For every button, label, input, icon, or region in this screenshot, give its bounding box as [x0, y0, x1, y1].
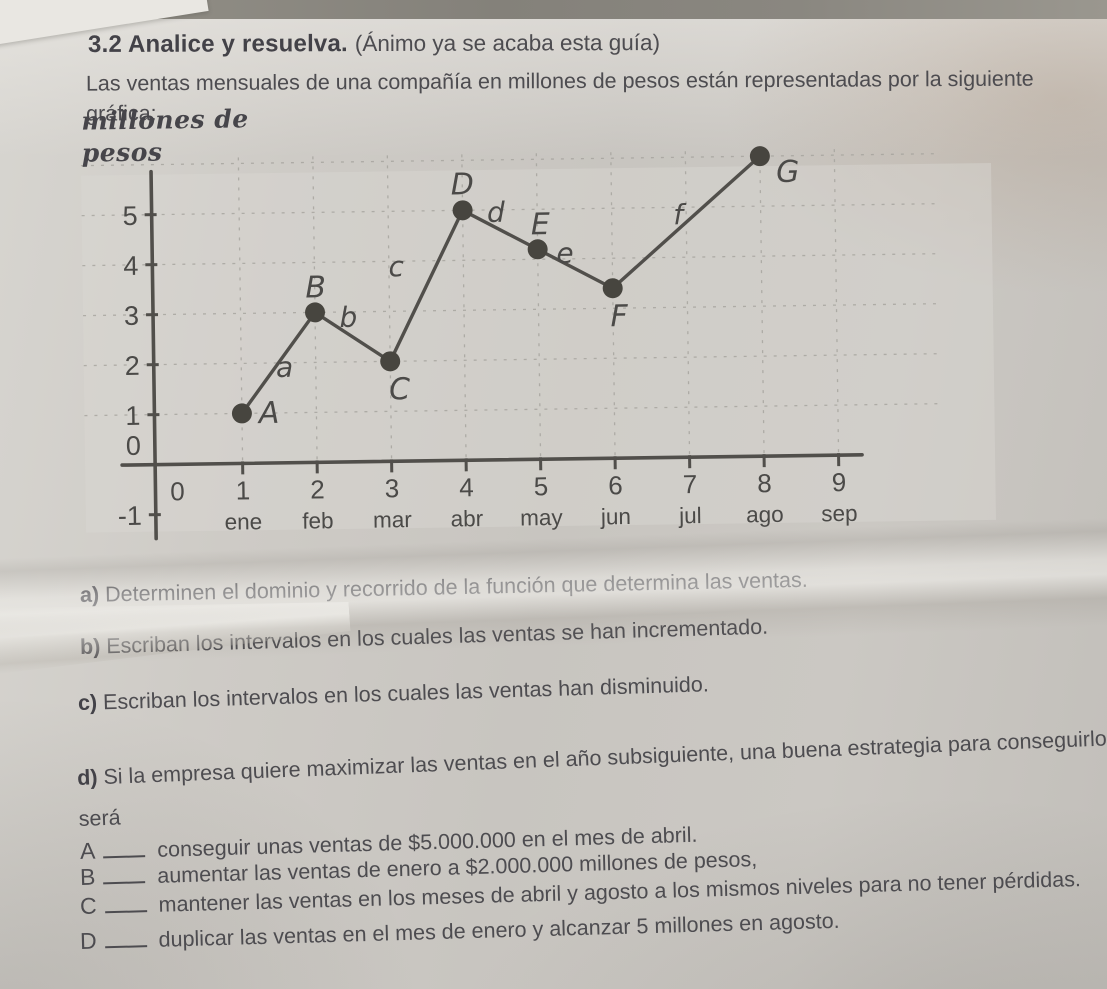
h-gridline — [81, 203, 937, 217]
h-gridline — [80, 153, 936, 167]
option-d-text: duplicar las ventas en el mes de enero y… — [158, 908, 840, 952]
point-label: E — [531, 207, 550, 242]
v-gridline — [237, 157, 244, 464]
x-tick-label: 6 — [608, 470, 623, 500]
exercise-title-note: (Ánimo ya se acaba esta guía) — [354, 30, 661, 57]
question-d-text: Si la empresa quiere maximizar las venta… — [78, 726, 1107, 831]
exercise-title-main: 3.2 Analice y resuelva. — [87, 30, 348, 58]
background-surface-strip — [0, 0, 1107, 19]
x-tick-label: 0 — [170, 476, 185, 506]
data-point — [602, 278, 623, 299]
option-b-letter: B — [79, 863, 96, 890]
y-tick-label: -1 — [118, 501, 142, 531]
data-point — [749, 146, 770, 167]
segment-label: e — [556, 237, 574, 270]
y-axis-title-line-1: millones de — [81, 104, 249, 136]
question-d: d) Si la empresa quiere maximizar las ve… — [76, 718, 1107, 840]
question-d-label: d) — [76, 765, 98, 791]
v-gridline — [535, 153, 542, 460]
y-axis-line — [149, 169, 158, 541]
option-c-answer-blank — [104, 904, 147, 914]
y-tick-label: 2 — [125, 351, 140, 381]
question-a: a) Determinen el dominio y recorrido de … — [80, 568, 808, 608]
option-a-answer-blank — [103, 849, 146, 859]
plot-area-background — [81, 162, 996, 533]
segment-label: d — [487, 196, 505, 229]
question-b-label: b) — [79, 634, 101, 659]
y-tick-label: 1 — [125, 401, 140, 431]
question-a-text: Determinen el dominio y recorrido de la … — [104, 567, 808, 607]
x-month-label: jun — [600, 504, 631, 529]
x-tick-label: 5 — [534, 471, 549, 501]
x-axis-line — [120, 452, 864, 467]
data-point — [305, 302, 326, 323]
option-d-letter: D — [79, 927, 97, 954]
data-point — [231, 403, 252, 424]
question-b-text: Escriban los intervalos en los cuales la… — [105, 614, 769, 659]
question-b: b) Escriban los intervalos en los cuales… — [80, 615, 769, 660]
exercise-title: 3.2 Analice y resuelva. (Ánimo ya se acab… — [88, 29, 660, 59]
h-gridline — [83, 353, 939, 367]
point-label: D — [450, 167, 474, 202]
segment-label: b — [339, 301, 357, 334]
x-month-label: mar — [373, 507, 413, 533]
y-tick-label: 0 — [126, 431, 141, 461]
option-b-answer-blank — [103, 875, 146, 885]
point-label: C — [389, 372, 410, 407]
option-a-letter: A — [79, 837, 96, 864]
segment-label: a — [276, 351, 294, 384]
v-gridline — [684, 151, 691, 458]
x-month-label: abr — [450, 506, 483, 531]
segment-label: c — [388, 250, 404, 283]
x-month-label: jul — [678, 503, 702, 528]
question-c-label: c) — [77, 690, 98, 715]
y-tick-label: 3 — [124, 301, 139, 331]
point-label: F — [610, 299, 628, 334]
v-gridline — [386, 155, 393, 462]
y-axis-title: millones de pesos — [81, 103, 249, 169]
v-gridline — [759, 150, 765, 457]
data-point — [527, 239, 548, 260]
h-gridline — [84, 403, 940, 417]
x-tick-label: 1 — [236, 475, 251, 505]
option-c-letter: C — [79, 892, 97, 919]
x-month-label: ago — [746, 502, 784, 528]
question-c: c) Escriban los intervalos en los cuales… — [78, 672, 709, 716]
h-gridline — [83, 303, 938, 317]
x-tick-label: 4 — [459, 472, 474, 502]
option-d-answer-blank — [104, 939, 147, 949]
point-label: B — [305, 270, 326, 305]
question-c-text: Escriban los intervalos en los cuales la… — [102, 672, 710, 715]
point-label: G — [776, 155, 800, 190]
x-tick-label: 9 — [831, 467, 846, 497]
x-tick-label: 7 — [683, 469, 698, 499]
sales-line-chart: millones de pesos 5 4 3 2 1 0 -1 0 1 ene 2 feb 3 mar 4… — [55, 84, 1051, 568]
data-point — [452, 200, 473, 221]
y-axis-title-line-2: pesos — [81, 137, 163, 168]
y-tick-label: 5 — [122, 201, 137, 231]
h-gridline — [82, 253, 938, 267]
x-month-label: sep — [821, 501, 858, 527]
x-tick-label: 2 — [310, 474, 325, 504]
x-tick-label: 3 — [385, 473, 400, 503]
y-tick-label: 4 — [123, 251, 138, 281]
x-month-label: feb — [302, 508, 334, 533]
x-month-label: ene — [224, 509, 262, 535]
point-label: A — [257, 396, 280, 431]
x-tick-label: 8 — [757, 468, 772, 498]
data-point — [380, 351, 401, 372]
question-a-label: a) — [79, 582, 100, 607]
x-month-label: may — [520, 505, 564, 531]
